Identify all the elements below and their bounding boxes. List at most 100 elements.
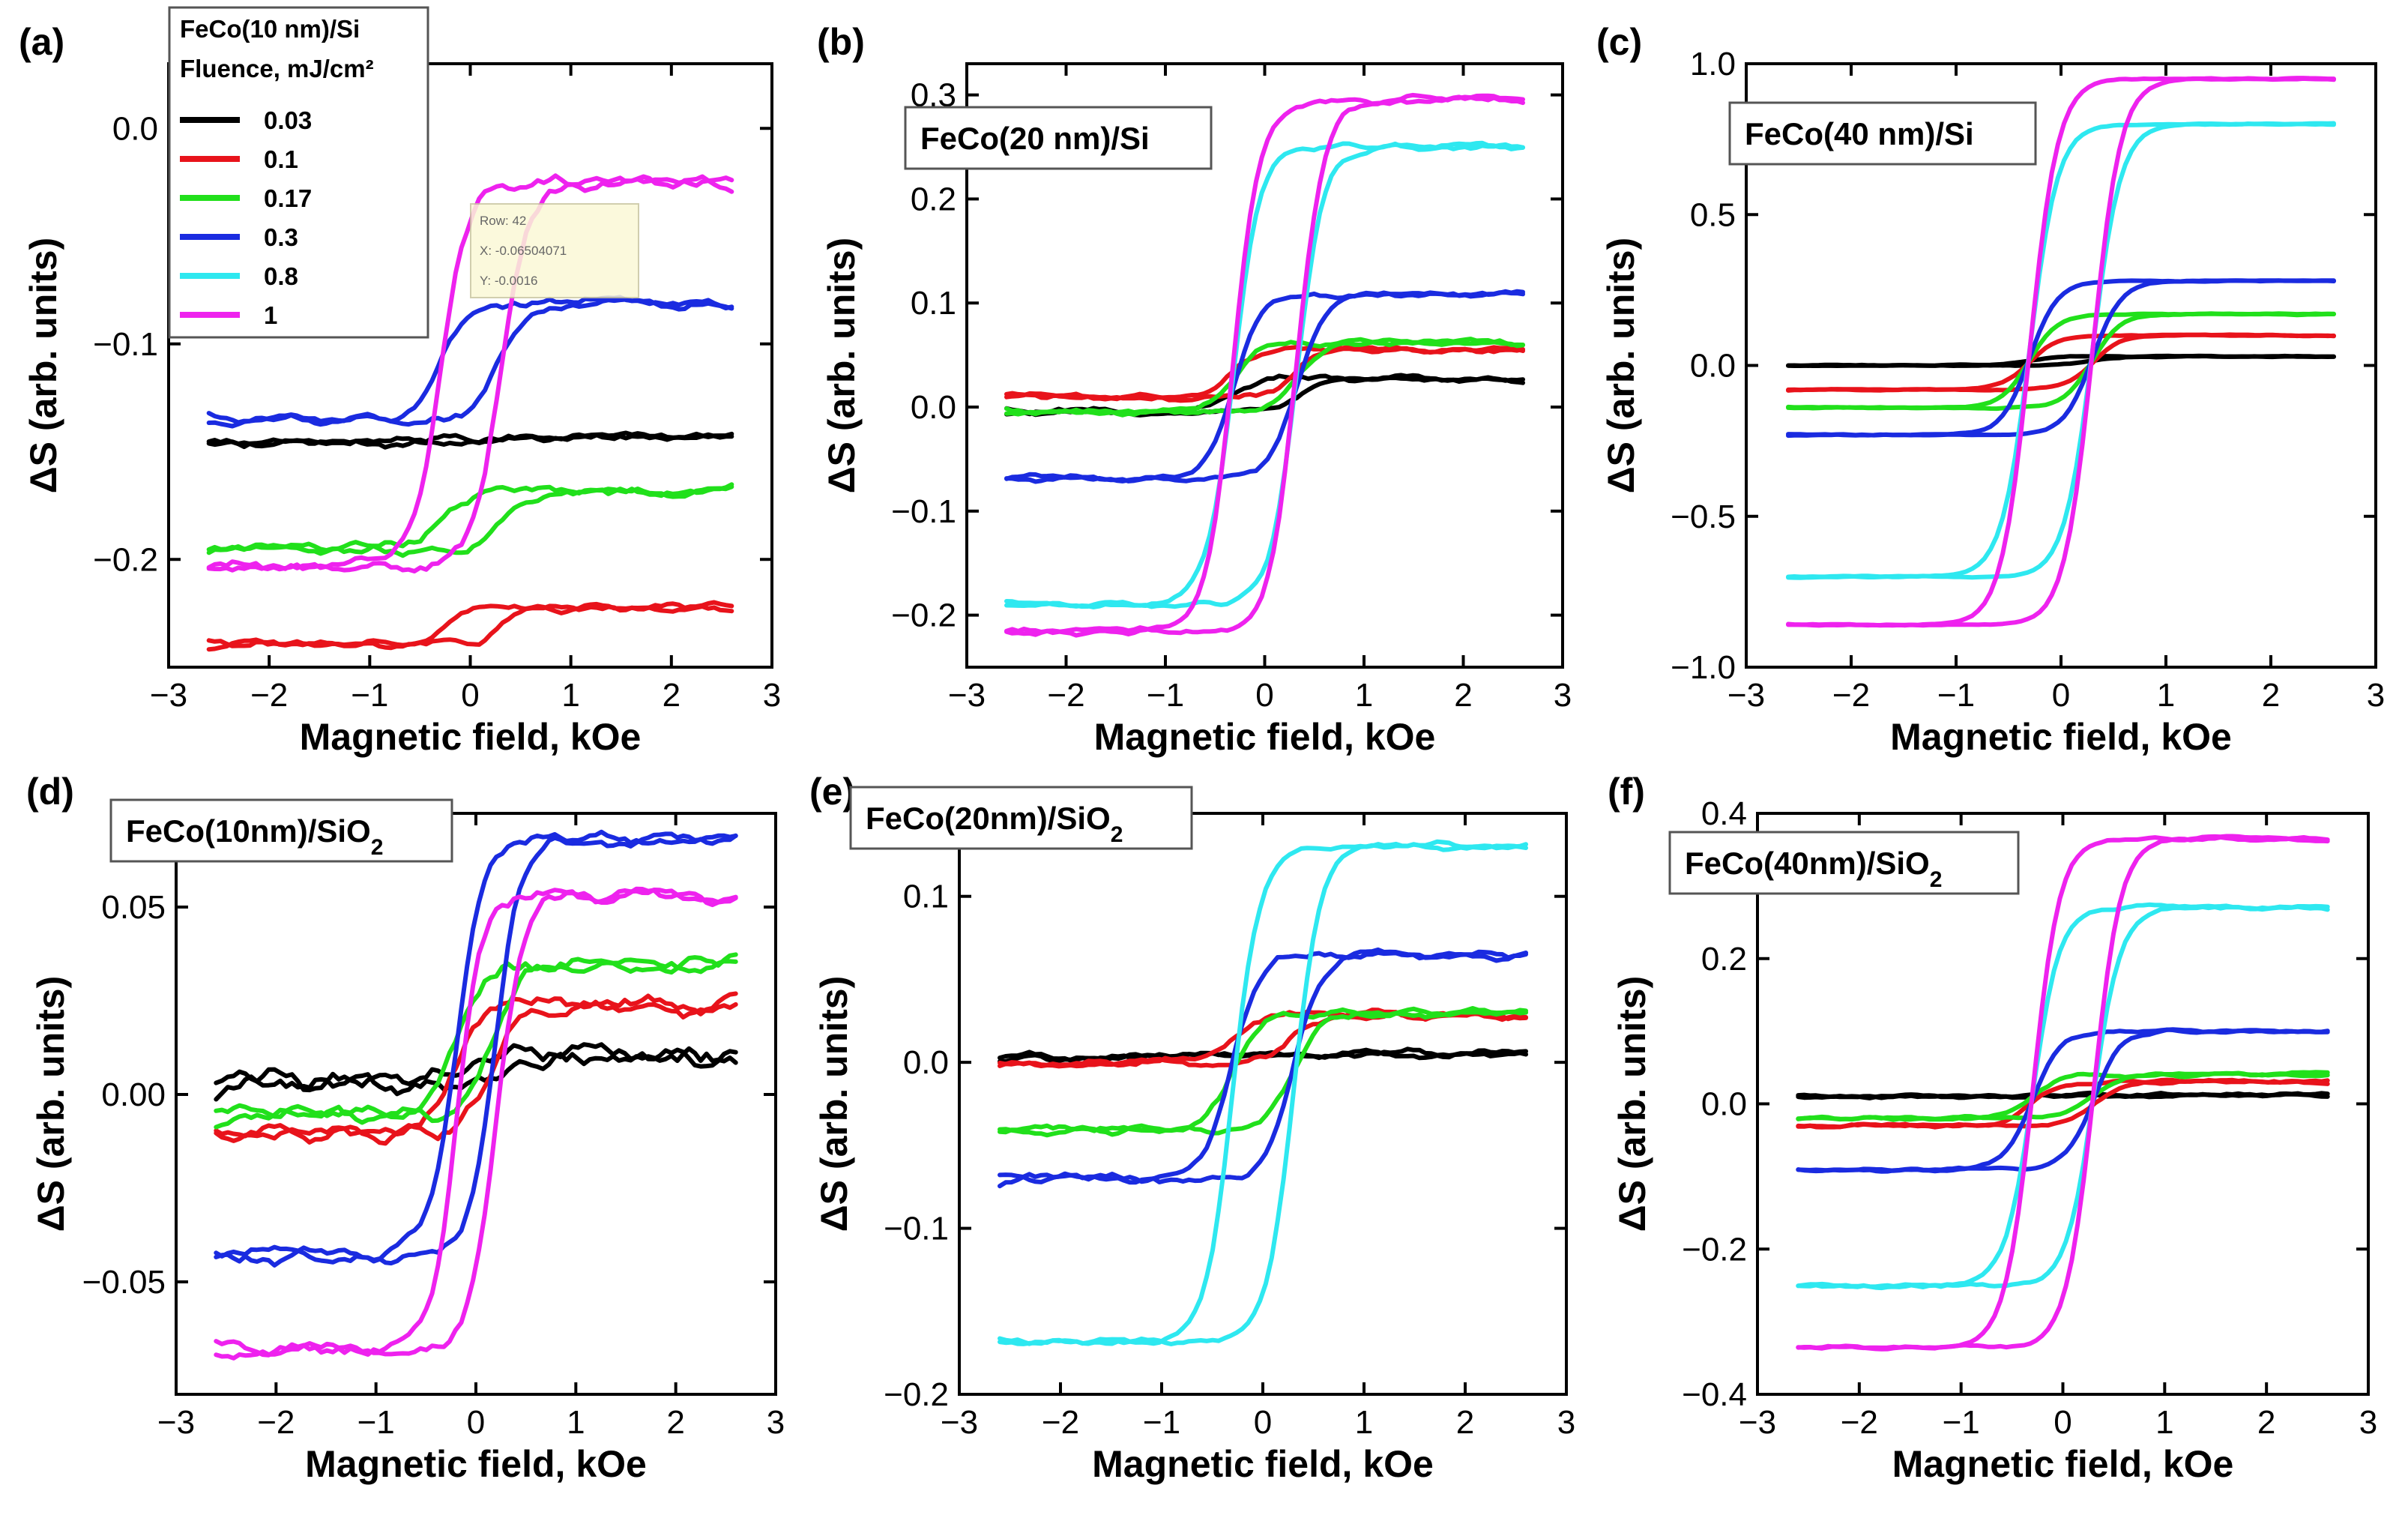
sample-annotation: FeCo(40nm)/SiO2: [1685, 846, 1942, 892]
x-tick-label: 2: [663, 677, 681, 714]
series-0.3-descending-line: [1004, 290, 1525, 484]
x-tick-label: 3: [767, 1404, 785, 1441]
x-tick-label: 2: [2262, 677, 2280, 714]
x-tick-label: 1: [1355, 677, 1373, 714]
sample-annotation: FeCo(40 nm)/Si: [1745, 116, 1974, 151]
y-tick-label: −1.0: [1671, 649, 1736, 686]
y-tick-label: 0.4: [1701, 795, 1747, 832]
series-0.3-descending-line: [998, 949, 1528, 1189]
y-axis-label: ΔS (arb. units): [821, 238, 863, 494]
x-tick-label: −2: [1042, 1404, 1079, 1441]
sample-annotation-box: [1668, 831, 2020, 895]
x-tick-label: −1: [1147, 677, 1184, 714]
x-axis-label: Magnetic field, kOe: [300, 716, 642, 758]
panel-e: −3 −2 −1 0 1 2 3 0.1 0.0 −0.1 −0.2 Magnetic field, …: [809, 771, 1575, 1485]
x-tick-label: 3: [1554, 677, 1572, 714]
series-0.17-ascending-line: [1786, 311, 2336, 412]
x-tick-label: −1: [1937, 677, 1975, 714]
legend-label-0.03: 0.03: [264, 106, 312, 134]
y-tick-label: 0.0: [903, 1044, 949, 1081]
x-tick-label: −2: [250, 677, 288, 714]
x-tick-label: −1: [1943, 1404, 1980, 1441]
y-tick-label: 0.5: [1690, 196, 1736, 233]
x-tick-label: −3: [948, 677, 986, 714]
x-tick-label: 0: [2054, 1404, 2071, 1441]
x-tick-label: −1: [357, 1404, 395, 1441]
panel-f: −3 −2 −1 0 1 2 3 0.4 0.2 0.0 −0.2 −0.4 Magnetic fiel…: [1608, 771, 2377, 1485]
legend-label-0.17: 0.17: [264, 184, 312, 212]
y-tick-label: −0.1: [884, 1211, 949, 1247]
x-tick-label: 3: [763, 677, 781, 714]
series-0.17-descending-line: [214, 952, 738, 1130]
sample-annotation-box: [849, 786, 1193, 850]
tooltip-x: X: -0.06504071: [480, 244, 567, 258]
series-0.03-descending-line: [1786, 353, 2336, 368]
x-tick-label: 2: [2257, 1404, 2275, 1441]
x-tick-label: −1: [1143, 1404, 1180, 1441]
panel-d: −3 −2 −1 0 1 2 3 0.05 0.00 −0.05 Magnetic field, k…: [26, 771, 785, 1485]
y-tick-label: −0.05: [82, 1264, 166, 1301]
series-0.3-descending-line: [1796, 1027, 2330, 1174]
data-tooltip: Row: 42 X: -0.06504071 Y: -0.0016: [470, 203, 639, 298]
series-0.3-ascending-line: [1004, 289, 1525, 484]
series-0.1-descending-line: [1796, 1077, 2330, 1130]
panel-label: (d): [26, 771, 74, 813]
series-0.1-ascending-line: [214, 991, 738, 1146]
series-1-ascending-line: [1004, 92, 1525, 636]
x-axis-label: Magnetic field, kOe: [1890, 716, 2232, 758]
sample-annotation: FeCo(20 nm)/Si: [920, 121, 1150, 156]
series-0.8-ascending-line: [1004, 141, 1525, 609]
x-tick-label: 2: [1456, 1404, 1474, 1441]
series-0.17-descending-line: [1796, 1070, 2330, 1122]
series-0.17-descending-line: [206, 482, 734, 556]
x-tick-label: 3: [2367, 677, 2385, 714]
panel-label: (a): [19, 21, 64, 63]
y-tick-label: 0.0: [911, 389, 956, 426]
x-tick-label: 1: [1355, 1404, 1373, 1441]
series-0.1-descending-line: [206, 600, 734, 648]
x-tick-label: 0: [2052, 677, 2070, 714]
panel-label: (f): [1608, 771, 1645, 813]
x-tick-label: 2: [1454, 677, 1472, 714]
panel-label: (e): [809, 771, 855, 813]
legend: FeCo(10 nm)/Si Fluence, mJ/cm² 0.03 0.1 0.17…: [168, 6, 429, 339]
sample-annotation: FeCo(20nm)/SiO2: [866, 801, 1123, 847]
sample-annotation-box: [904, 106, 1213, 170]
series-1-descending-line: [1786, 76, 2336, 628]
x-tick-label: 3: [2359, 1404, 2377, 1441]
x-tick-label: 2: [666, 1404, 684, 1441]
series-0.3-ascending-line: [214, 831, 738, 1266]
x-tick-label: 1: [561, 677, 579, 714]
series-0.1-ascending-line: [1004, 346, 1525, 403]
x-tick-label: 0: [461, 677, 479, 714]
x-tick-label: −3: [941, 1404, 978, 1441]
y-tick-label: −0.1: [891, 493, 956, 530]
x-tick-label: −1: [351, 677, 388, 714]
series-0.3-descending-line: [1786, 278, 2336, 438]
x-tick-label: −2: [1047, 677, 1084, 714]
x-tick-label: 0: [467, 1404, 485, 1441]
panel-label: (c): [1596, 21, 1642, 63]
y-tick-label: 0.0: [1690, 348, 1736, 385]
x-axis-label: Magnetic field, kOe: [1094, 716, 1436, 758]
x-tick-label: −3: [157, 1404, 195, 1441]
x-tick-label: −2: [1841, 1404, 1878, 1441]
y-tick-label: −0.5: [1671, 499, 1736, 535]
x-axis-label: Magnetic field, kOe: [305, 1443, 647, 1485]
tooltip-box: [470, 203, 639, 298]
series-0.03-descending-line: [1796, 1090, 2330, 1100]
x-tick-label: −2: [257, 1404, 295, 1441]
series-0.1-descending-line: [1786, 332, 2336, 393]
x-tick-label: 0: [1254, 1404, 1272, 1441]
y-tick-label: −0.2: [884, 1376, 949, 1413]
legend-box: [168, 6, 429, 339]
x-tick-label: 3: [1557, 1404, 1575, 1441]
series-0.03-descending-line: [214, 1042, 738, 1102]
sample-annotation-box: [109, 798, 453, 863]
series-0.8-ascending-line: [998, 839, 1528, 1346]
series-0.8-descending-line: [1796, 902, 2330, 1289]
series-0.8-ascending-line: [1786, 121, 2336, 580]
y-axis-label: ΔS (arb. units): [30, 976, 72, 1232]
